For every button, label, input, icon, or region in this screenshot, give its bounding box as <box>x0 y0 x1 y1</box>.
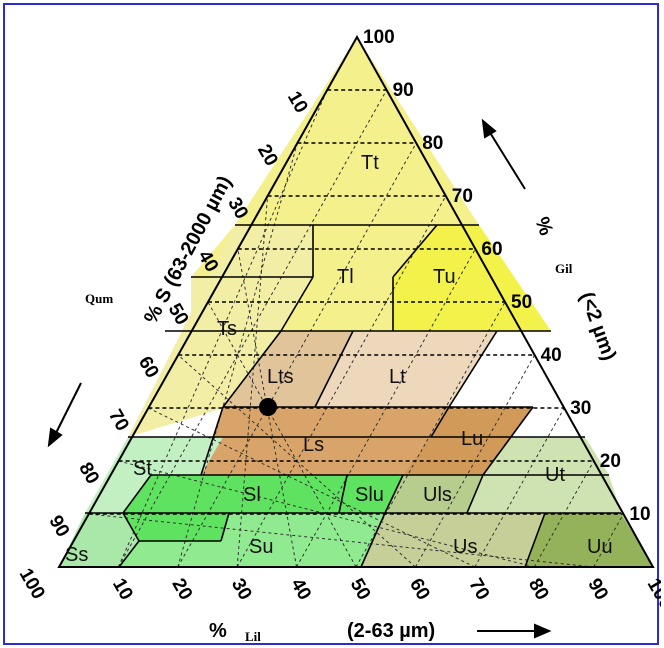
grid-line-sand <box>177 142 298 568</box>
right-axis-tick: 20 <box>600 451 621 472</box>
right-axis-overlay-label: Gil <box>555 261 573 276</box>
sample-point-marker <box>259 398 277 416</box>
grid-line-silt <box>236 195 447 568</box>
region-label-tl: Tl <box>337 266 354 288</box>
grid-line-silt <box>117 89 388 568</box>
region-lt <box>315 331 497 407</box>
region-sl <box>123 475 347 541</box>
region-uu <box>525 513 653 567</box>
region-us <box>361 513 545 567</box>
right-axis-tick: 80 <box>422 133 443 154</box>
grid-line-sand <box>117 89 328 568</box>
region-slu <box>339 475 403 513</box>
left-axis-tick: 80 <box>74 459 103 488</box>
soil-texture-triangle: Tt Tl Tu Ts Lts Lt Ls Lu St Sl Slu Uls Ut Ss Su Us Uu 10… <box>15 27 661 644</box>
region-label-us: Us <box>453 536 477 558</box>
right-axis-tick: 100 <box>363 27 395 48</box>
grid-line-silt <box>474 407 565 568</box>
region-label-uu: Uu <box>587 536 613 558</box>
region-label-ls: Ls <box>303 434 324 456</box>
right-axis-arrow <box>488 130 526 190</box>
bottom-axis-tick: 20 <box>167 575 196 604</box>
bottom-axis-tick: 50 <box>346 575 375 604</box>
bottom-axis-tick: 30 <box>227 575 256 604</box>
region-label-lts: Lts <box>267 366 294 388</box>
region-label-tt: Tt <box>361 152 379 174</box>
region-label-ut: Ut <box>545 464 565 486</box>
right-axis-tick: 10 <box>629 504 650 525</box>
region-label-sl: Sl <box>243 484 261 506</box>
region-uls <box>385 475 483 513</box>
region-ss <box>59 513 139 567</box>
left-axis-arrow <box>54 382 82 436</box>
bottom-axis-tick: 40 <box>286 575 315 604</box>
left-axis-arrowhead <box>47 427 63 448</box>
grid-line-sand <box>207 301 357 568</box>
left-axis-tick: 60 <box>134 353 163 382</box>
region-label-ss: Ss <box>65 544 88 566</box>
region-lu <box>403 407 533 475</box>
triangle-outline <box>57 34 655 568</box>
region-label-uls: Uls <box>423 484 452 506</box>
bottom-axis-tick: 70 <box>464 575 493 604</box>
grid-line-silt <box>414 354 536 568</box>
right-axis-title-percent: % <box>530 214 557 238</box>
bottom-axis-tick: 80 <box>524 575 553 604</box>
bottom-axis-title-unit: (2-63 µm) <box>347 620 435 642</box>
grid-line-sand <box>148 407 476 568</box>
region-tt <box>235 37 479 225</box>
region-label-lu: Lu <box>461 428 483 450</box>
right-axis-tick: 40 <box>541 345 562 366</box>
right-axis-tick: 90 <box>393 80 414 101</box>
region-label-st: St <box>133 458 152 480</box>
right-axis-title-unit: (<2 µm) <box>575 289 620 363</box>
region-label-ts: Ts <box>217 318 237 340</box>
bottom-axis-arrowhead <box>534 623 552 639</box>
bottom-axis-tick: 90 <box>583 575 612 604</box>
right-axis-tick: 30 <box>570 398 591 419</box>
right-axis-tick: 70 <box>452 186 473 207</box>
grid-line-sand <box>177 354 416 568</box>
region-label-slu: Slu <box>355 484 384 506</box>
right-axis-tick: 50 <box>511 292 532 313</box>
left-axis-overlay-label: Qum <box>85 291 113 306</box>
region-label-su: Su <box>249 536 273 558</box>
left-axis-tick: 10 <box>283 88 312 117</box>
left-axis-tick: 70 <box>104 406 133 435</box>
grid-line-silt <box>593 513 624 568</box>
region-label-tu: Tu <box>433 266 456 288</box>
bottom-axis-title-percent: % <box>209 620 227 642</box>
grid-line-silt <box>533 460 595 568</box>
bottom-axis-tick: 10 <box>108 575 137 604</box>
left-axis-tick: 90 <box>44 512 73 541</box>
bottom-axis-tick: 60 <box>405 575 434 604</box>
bottom-axis-overlay-label: Lil <box>245 629 261 644</box>
left-axis-tick: 100 <box>15 565 49 603</box>
region-ls2 <box>201 407 449 475</box>
diagram-frame: Tt Tl Tu Ts Lts Lt Ls Lu St Sl Slu Uls Ut Ss Su Us Uu 10… <box>3 3 661 645</box>
right-axis-arrowhead <box>481 118 497 139</box>
region-tu2 <box>393 225 549 331</box>
region-label-lt: Lt <box>389 366 406 388</box>
region-tl-inner <box>281 225 437 331</box>
grid-line-sand <box>88 513 594 568</box>
bottom-axis-tick: 100 <box>643 575 661 613</box>
right-axis-tick: 60 <box>481 239 502 260</box>
